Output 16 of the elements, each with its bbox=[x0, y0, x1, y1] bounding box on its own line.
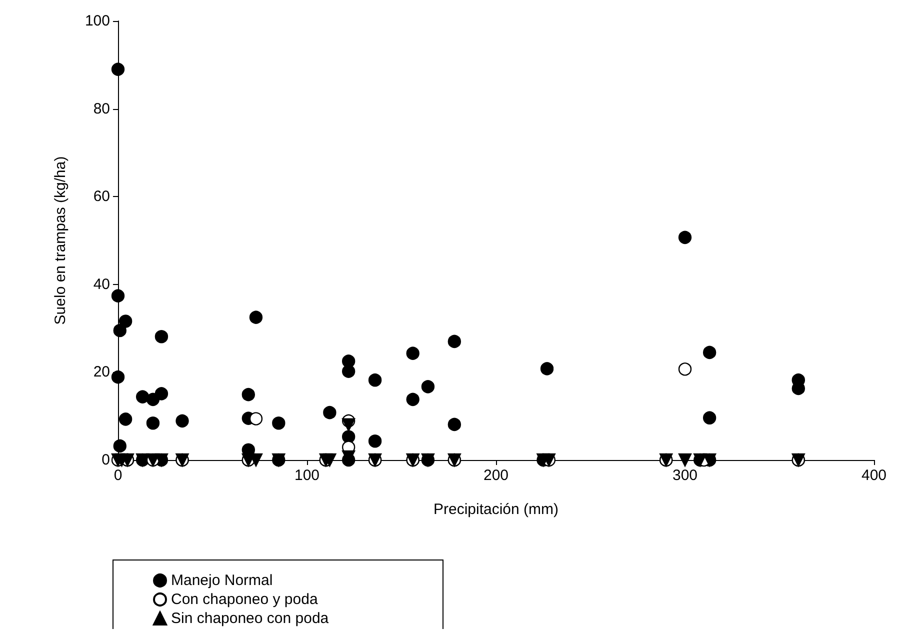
legend-label: Manejo Normal bbox=[171, 572, 273, 589]
x-tick-label: 400 bbox=[861, 467, 887, 484]
x-tick-label: 100 bbox=[294, 467, 320, 484]
y-tick-label: 20 bbox=[93, 364, 110, 381]
legend-label: Con chaponeo y poda bbox=[171, 591, 318, 608]
legend-label: Sin chaponeo con poda bbox=[171, 610, 330, 627]
y-tick-label: 60 bbox=[93, 188, 110, 206]
x-tick-label: 200 bbox=[483, 467, 509, 484]
y-tick-label: 40 bbox=[93, 276, 110, 293]
x-tick-label: 300 bbox=[672, 467, 698, 484]
x-axis-title: Precipitación (mm) bbox=[433, 501, 559, 518]
y-tick-label: 80 bbox=[93, 100, 110, 118]
y-axis-title: Suelo en trampas (kg/ha) bbox=[52, 156, 69, 325]
y-tick-label: 100 bbox=[84, 12, 110, 30]
x-tick-label: 0 bbox=[114, 467, 122, 484]
y-tick-label: 0 bbox=[102, 452, 110, 468]
